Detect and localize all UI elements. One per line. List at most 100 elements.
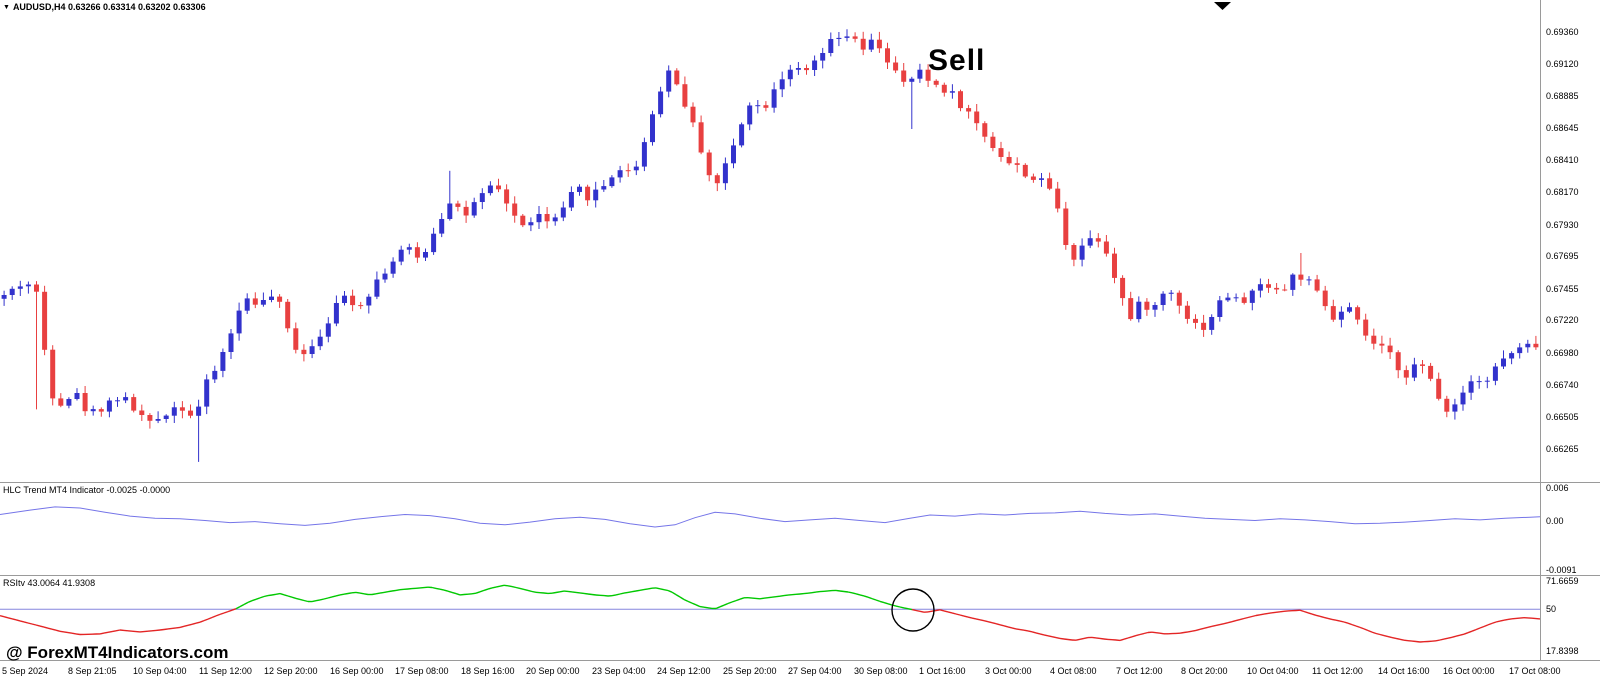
- rsi-line-layer: [0, 584, 1541, 643]
- rsi-line-segment: [1135, 633, 1141, 637]
- time-axis-label: 8 Sep 21:05: [68, 666, 117, 676]
- candle-body: [763, 105, 769, 108]
- rsi-line-segment: [191, 622, 197, 625]
- candle-body: [1201, 322, 1207, 330]
- hlc-panel-label: HLC Trend MT4 Indicator -0.0025 -0.0000: [3, 485, 171, 495]
- rsi-line-segment: [1347, 622, 1353, 626]
- symbol-info: ▼ AUDUSD,H4 0.63266 0.63314 0.63202 0.63…: [3, 2, 206, 12]
- price-axis-label: 0.68410: [1546, 155, 1579, 165]
- candle-body: [1241, 297, 1247, 303]
- time-axis-label: 10 Oct 04:00: [1247, 666, 1299, 676]
- rsi-line-segment: [1447, 636, 1453, 639]
- rsi-axis[interactable]: 71.6659 50 17.8398: [1544, 0, 1600, 660]
- rsi-line-segment: [447, 590, 453, 594]
- rsi-line-segment: [847, 591, 853, 594]
- candle-body: [463, 206, 469, 216]
- rsi-line-segment: [35, 624, 41, 627]
- candle-body: [244, 298, 250, 311]
- candle-body: [147, 415, 153, 421]
- rsi-line-segment: [107, 630, 113, 633]
- candle-body: [1249, 290, 1255, 303]
- rsi-line-segment: [1395, 637, 1401, 640]
- rsi-line-segment: [291, 596, 297, 600]
- candle-body: [106, 400, 112, 412]
- rsi-line-segment: [283, 594, 289, 597]
- candle-body: [252, 298, 258, 305]
- rsi-line-segment: [1195, 628, 1201, 632]
- rsi-line-segment: [203, 618, 209, 622]
- candle-body: [1209, 317, 1215, 330]
- rsi-line-segment: [739, 597, 745, 600]
- candle-body: [585, 186, 591, 201]
- candle-body: [836, 37, 842, 39]
- candle-body: [1379, 343, 1385, 346]
- rsi-line-segment: [167, 627, 173, 630]
- rsi-line-segment: [51, 628, 57, 631]
- rsi-line-segment: [647, 587, 653, 590]
- rsi-line-segment: [335, 594, 341, 597]
- rsi-line-segment: [495, 585, 501, 588]
- time-axis-label: 7 Oct 12:00: [1116, 666, 1163, 676]
- rsi-line-segment: [955, 613, 961, 616]
- rsi-line-segment: [843, 590, 849, 593]
- candle-body: [949, 91, 955, 93]
- rsi-line-segment: [287, 595, 293, 598]
- candle-body: [1055, 188, 1061, 209]
- rsi-line-segment: [1015, 628, 1021, 631]
- candle-body: [852, 36, 858, 39]
- rsi-line-segment: [1055, 636, 1061, 640]
- rsi-line-segment: [663, 589, 669, 592]
- rsi-line-segment: [199, 619, 205, 623]
- rsi-line-segment: [1231, 619, 1237, 623]
- rsi-line-segment: [579, 592, 585, 595]
- rsi-line-segment: [1151, 631, 1157, 634]
- candle-body: [722, 163, 728, 184]
- rsi-line-segment: [187, 623, 193, 626]
- rsi-line-segment: [15, 619, 21, 622]
- candle-body: [90, 409, 96, 412]
- rsi-line-segment: [699, 605, 705, 608]
- rsi-line-segment: [1315, 614, 1321, 617]
- time-axis[interactable]: 5 Sep 2024 8 Sep 21:05 10 Sep 04:00 11 Sep …: [0, 666, 1600, 680]
- rsi-line-segment: [567, 590, 573, 593]
- rsi-line-segment: [887, 603, 893, 606]
- rsi-line-segment: [487, 587, 493, 590]
- candle-body: [666, 70, 672, 92]
- candle-body: [625, 170, 631, 172]
- rsi-line-segment: [1079, 637, 1085, 640]
- time-axis-label: 25 Sep 20:00: [723, 666, 777, 676]
- rsi-line-segment: [727, 601, 733, 605]
- rsi-line-segment: [475, 591, 481, 594]
- rsi-line-segment: [551, 591, 557, 594]
- time-axis-label: 11 Sep 12:00: [199, 666, 252, 676]
- candle-body: [731, 145, 736, 164]
- rsi-line-segment: [939, 609, 945, 612]
- rsi-line-segment: [1443, 637, 1449, 640]
- rsi-line-segment: [159, 628, 165, 631]
- rsi-line-segment: [491, 586, 497, 589]
- time-axis-label: 1 Oct 16:00: [919, 666, 966, 676]
- rsi-line-segment: [39, 625, 45, 628]
- rsi-line-segment: [247, 600, 253, 604]
- candle-body: [398, 249, 404, 262]
- candle-body: [917, 69, 923, 79]
- price-axis-label: 0.68170: [1546, 187, 1579, 197]
- rsi-line-segment: [347, 592, 353, 595]
- rsi-line-segment: [1139, 632, 1145, 636]
- candle-body: [1266, 284, 1271, 288]
- time-axis-label: 30 Sep 08:00: [854, 666, 908, 676]
- candle-body: [1136, 301, 1142, 320]
- rsi-line-segment: [47, 627, 53, 630]
- candle-body: [342, 295, 347, 303]
- hlc-axis[interactable]: 0.006 0.00 -0.0091: [1544, 0, 1600, 660]
- rsi-line-segment: [1471, 628, 1477, 632]
- rsi-line-segment: [523, 588, 529, 592]
- rsi-line-segment: [627, 591, 633, 594]
- rsi-line-segment: [691, 602, 697, 606]
- candle-body: [50, 349, 56, 399]
- price-axis[interactable]: 0.69360 0.69120 0.68885 0.68645 0.68410 0.681…: [1544, 0, 1600, 660]
- rsi-line-segment: [1303, 610, 1309, 614]
- rsi-line-segment: [59, 630, 65, 633]
- candle-body: [1420, 364, 1425, 366]
